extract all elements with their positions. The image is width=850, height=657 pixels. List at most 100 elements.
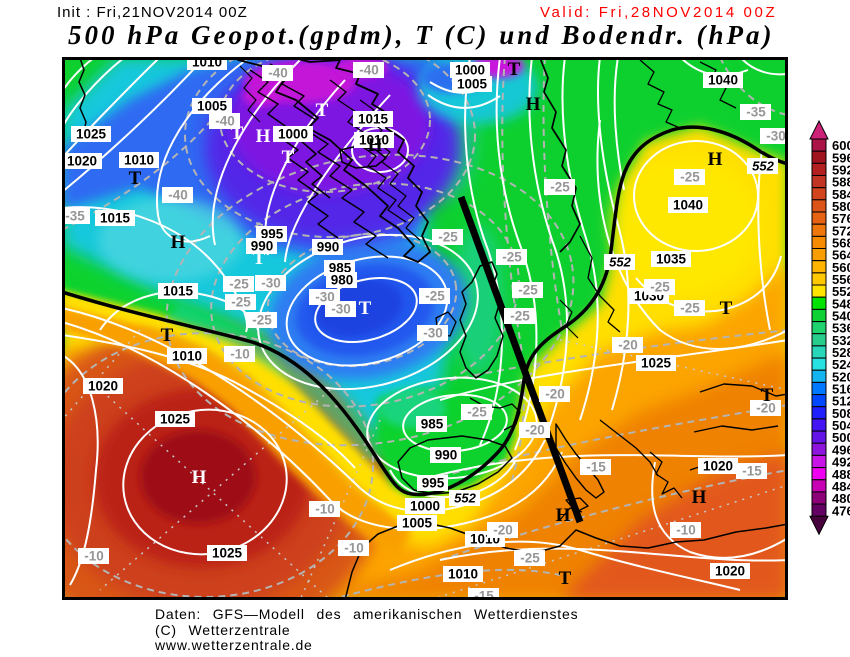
svg-text:995: 995 [261, 227, 284, 242]
svg-text:1020: 1020 [67, 154, 97, 169]
svg-text:1010: 1010 [448, 567, 478, 582]
svg-text:H: H [556, 505, 571, 526]
svg-text:1025: 1025 [212, 546, 243, 561]
svg-text:508: 508 [832, 406, 850, 421]
svg-text:560: 560 [832, 260, 850, 275]
svg-text:1010: 1010 [359, 133, 389, 148]
svg-text:980: 980 [331, 273, 354, 288]
svg-text:-25: -25 [510, 309, 530, 324]
svg-text:1040: 1040 [708, 73, 738, 88]
svg-text:H: H [368, 135, 383, 156]
svg-text:600: 600 [832, 138, 850, 153]
svg-text:1025: 1025 [160, 412, 191, 427]
svg-text:T: T [559, 568, 572, 589]
svg-text:-25: -25 [438, 230, 458, 245]
svg-text:488: 488 [832, 467, 850, 482]
svg-text:540: 540 [832, 309, 850, 324]
svg-text:1005: 1005 [197, 99, 228, 114]
svg-text:T: T [282, 147, 295, 168]
svg-text:552: 552 [752, 159, 774, 174]
svg-text:-25: -25 [518, 283, 538, 298]
svg-text:-25: -25 [550, 180, 570, 195]
svg-text:556: 556 [832, 272, 850, 287]
svg-text:T: T [316, 100, 329, 121]
svg-text:552: 552 [832, 284, 850, 299]
svg-text:512: 512 [832, 394, 850, 409]
svg-text:580: 580 [832, 199, 850, 214]
svg-text:T: T [508, 59, 521, 80]
svg-text:584: 584 [832, 187, 850, 202]
svg-text:592: 592 [832, 163, 850, 178]
svg-text:1015: 1015 [358, 112, 389, 127]
svg-text:1015: 1015 [100, 211, 131, 226]
svg-text:532: 532 [832, 333, 850, 348]
svg-text:1020: 1020 [88, 379, 118, 394]
svg-text:-25: -25 [252, 313, 272, 328]
svg-text:-25: -25 [650, 280, 670, 295]
svg-text:-25: -25 [231, 295, 251, 310]
svg-text:-40: -40 [359, 63, 379, 78]
svg-text:596: 596 [832, 150, 850, 165]
svg-text:990: 990 [435, 448, 458, 463]
svg-text:-25: -25 [680, 170, 700, 185]
svg-text:552: 552 [454, 491, 476, 506]
svg-text:-15: -15 [586, 460, 606, 475]
svg-text:1020: 1020 [715, 564, 745, 579]
svg-text:-20: -20 [756, 401, 776, 416]
svg-text:-10: -10 [84, 549, 104, 564]
svg-text:480: 480 [832, 491, 850, 506]
svg-text:528: 528 [832, 345, 850, 360]
svg-text:-35: -35 [65, 209, 85, 224]
svg-text:-30: -30 [423, 326, 443, 341]
svg-text:564: 564 [832, 248, 850, 263]
svg-text:500: 500 [832, 430, 850, 445]
svg-text:-30: -30 [261, 276, 281, 291]
svg-text:1035: 1035 [656, 252, 687, 267]
svg-text:-25: -25 [229, 277, 249, 292]
svg-text:T: T [253, 248, 266, 269]
svg-text:1000: 1000 [410, 499, 440, 514]
svg-text:T: T [720, 298, 733, 319]
svg-text:548: 548 [832, 296, 850, 311]
svg-text:1000: 1000 [278, 127, 308, 142]
svg-text:1025: 1025 [76, 127, 107, 142]
svg-text:1020: 1020 [703, 459, 733, 474]
svg-text:524: 524 [832, 357, 850, 372]
svg-text:576: 576 [832, 211, 850, 226]
svg-text:-20: -20 [545, 387, 565, 402]
svg-text:1005: 1005 [457, 77, 488, 92]
svg-text:484: 484 [832, 479, 850, 494]
svg-text:-15: -15 [742, 464, 762, 479]
svg-text:990: 990 [251, 239, 274, 254]
svg-text:1025: 1025 [641, 356, 672, 371]
svg-text:995: 995 [422, 476, 445, 491]
svg-text:-20: -20 [525, 423, 545, 438]
svg-text:1010: 1010 [192, 55, 222, 70]
svg-text:990: 990 [317, 240, 340, 255]
svg-text:-25: -25 [467, 405, 487, 420]
svg-text:476: 476 [832, 503, 850, 518]
svg-text:552: 552 [609, 255, 631, 270]
svg-text:985: 985 [421, 417, 444, 432]
svg-text:588: 588 [832, 175, 850, 190]
svg-text:H: H [692, 487, 707, 508]
svg-text:H: H [256, 126, 271, 147]
svg-text:-40: -40 [268, 66, 288, 81]
svg-text:T: T [161, 325, 174, 346]
svg-text:H: H [526, 94, 541, 115]
svg-text:1010: 1010 [172, 349, 202, 364]
svg-text:T: T [129, 168, 142, 189]
svg-text:-25: -25 [502, 250, 522, 265]
svg-text:536: 536 [832, 321, 850, 336]
svg-text:516: 516 [832, 382, 850, 397]
svg-text:1015: 1015 [163, 284, 194, 299]
svg-text:-15: -15 [474, 589, 494, 604]
svg-text:520: 520 [832, 369, 850, 384]
svg-text:504: 504 [832, 418, 850, 433]
svg-text:-20: -20 [618, 338, 638, 353]
svg-text:-10: -10 [676, 523, 696, 538]
svg-text:-35: -35 [746, 105, 766, 120]
svg-text:568: 568 [832, 236, 850, 251]
svg-text:T: T [359, 298, 372, 319]
svg-text:H: H [171, 232, 186, 253]
